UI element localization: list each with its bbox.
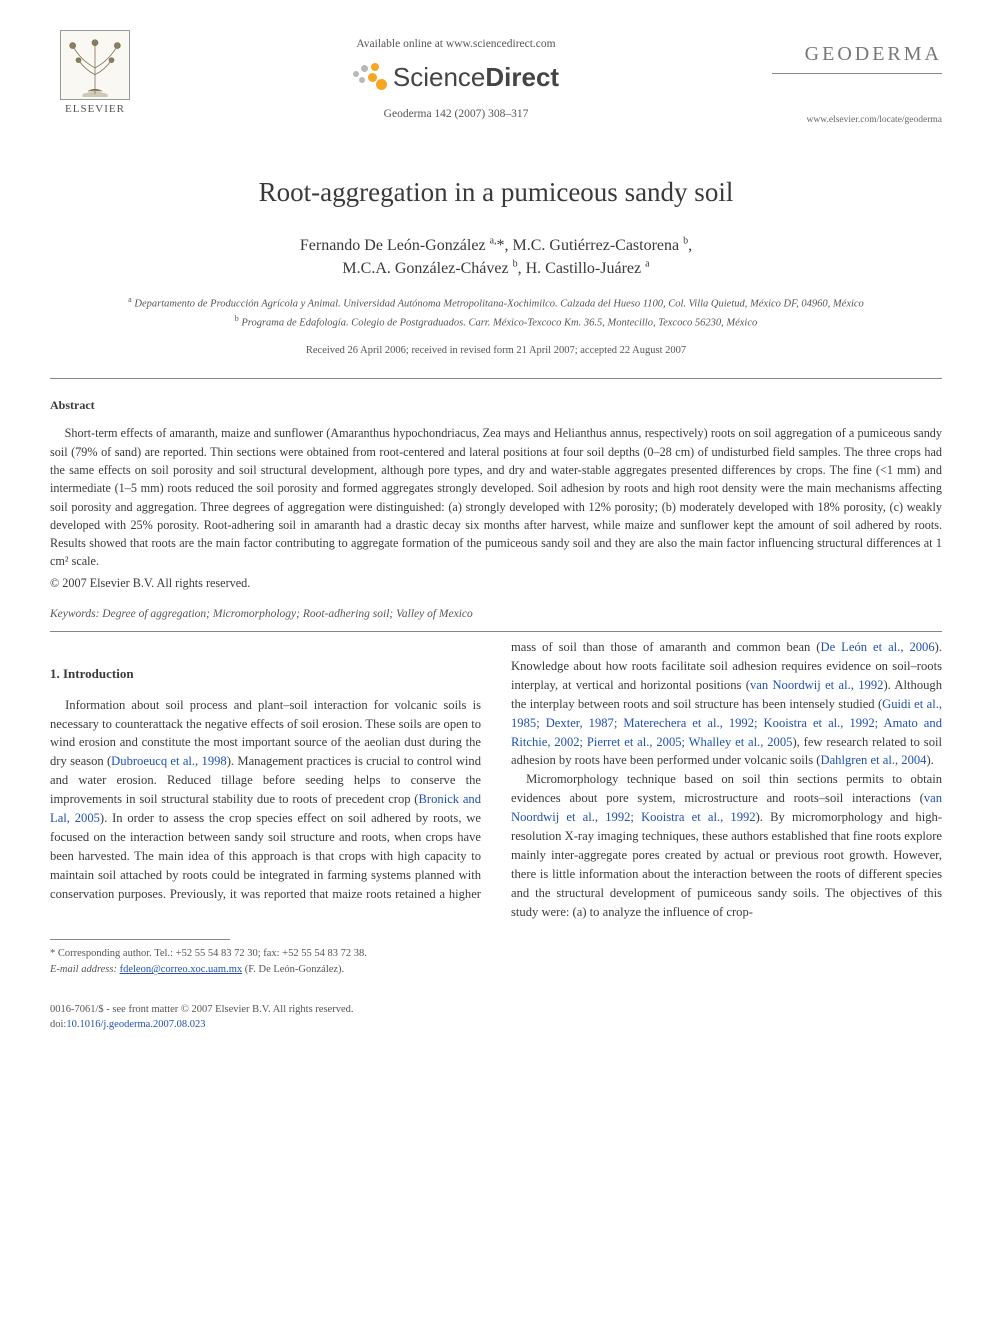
journal-url: www.elsevier.com/locate/geoderma [772,114,942,128]
footer-left: 0016-7061/$ - see front matter © 2007 El… [50,1002,353,1032]
sciencedirect-logo: ScienceDirect [353,59,559,97]
affiliations: a Departamento de Producción Agrícola y … [50,294,942,331]
intro-p2-text-2: ). By micromorphology and high-resolutio… [511,810,942,918]
corresponding-line1: * Corresponding author. Tel.: +52 55 54 … [50,948,367,959]
rule-above-abstract [50,378,942,379]
intro-text-4: those of amaranth and common bean ( [610,640,820,654]
elsevier-tree-icon [60,30,130,100]
journal-name: GEODERMA [772,40,942,69]
author-list: Fernando De León-González a,*, M.C. Guti… [50,234,942,280]
corresponding-name: (F. De León-González). [245,964,344,975]
sciencedirect-text: ScienceDirect [393,59,559,97]
email-label: E-mail address: [50,964,117,975]
citation-link[interactable]: De León et al., 2006 [821,640,935,654]
page-header: ELSEVIER Available online at www.science… [50,30,942,128]
keywords-label: Keywords: [50,608,99,620]
sd-suffix: Direct [485,62,559,92]
center-header: Available online at www.sciencedirect.co… [140,30,772,123]
footnote-rule [50,939,230,940]
affiliation-a: Departamento de Producción Agrícola y An… [134,299,863,310]
sciencedirect-dots-icon [353,63,387,93]
citation-link[interactable]: Dubroeucq et al., 1998 [111,754,227,768]
elsevier-label: ELSEVIER [65,102,125,118]
citation-link[interactable]: van Noordwij et al., 1992 [750,678,884,692]
available-online-text: Available online at www.sciencedirect.co… [140,36,772,53]
corresponding-author-note: * Corresponding author. Tel.: +52 55 54 … [50,946,942,978]
doi-link[interactable]: 10.1016/j.geoderma.2007.08.023 [66,1019,205,1030]
page-footer: 0016-7061/$ - see front matter © 2007 El… [50,1002,942,1032]
elsevier-logo-block: ELSEVIER [50,30,140,118]
rule-below-keywords [50,631,942,632]
journal-reference: Geoderma 142 (2007) 308–317 [140,106,772,123]
intro-paragraph-2: Micromorphology technique based on soil … [511,770,942,921]
paper-title: Root-aggregation in a pumiceous sandy so… [50,173,942,212]
abstract-body: Short-term effects of amaranth, maize an… [50,424,942,570]
introduction-heading: 1. Introduction [50,664,481,684]
keywords-list: Degree of aggregation; Micromorphology; … [102,608,472,620]
affiliation-b: Programa de Edafología. Colegio de Postg… [241,317,757,328]
citation-link[interactable]: Dahlgren et al., 2004 [821,753,927,767]
abstract-heading: Abstract [50,397,942,414]
manuscript-dates: Received 26 April 2006; received in revi… [50,343,942,358]
corresponding-email-link[interactable]: fdeleon@correo.xoc.uam.mx [120,964,243,975]
journal-brand-block: GEODERMA www.elsevier.com/locate/geoderm… [772,30,942,128]
abstract-copyright: © 2007 Elsevier B.V. All rights reserved… [50,575,942,593]
intro-p2-text-1: Micromorphology technique based on soil … [511,772,942,805]
intro-text-8: ). [926,753,933,767]
journal-rule [772,73,942,74]
doi-label: doi: [50,1019,66,1030]
keywords-line: Keywords: Degree of aggregation; Micromo… [50,606,942,623]
issn-line: 0016-7061/$ - see front matter © 2007 El… [50,1004,353,1015]
body-columns: 1. Introduction Information about soil p… [50,638,942,921]
sd-prefix: Science [393,62,486,92]
